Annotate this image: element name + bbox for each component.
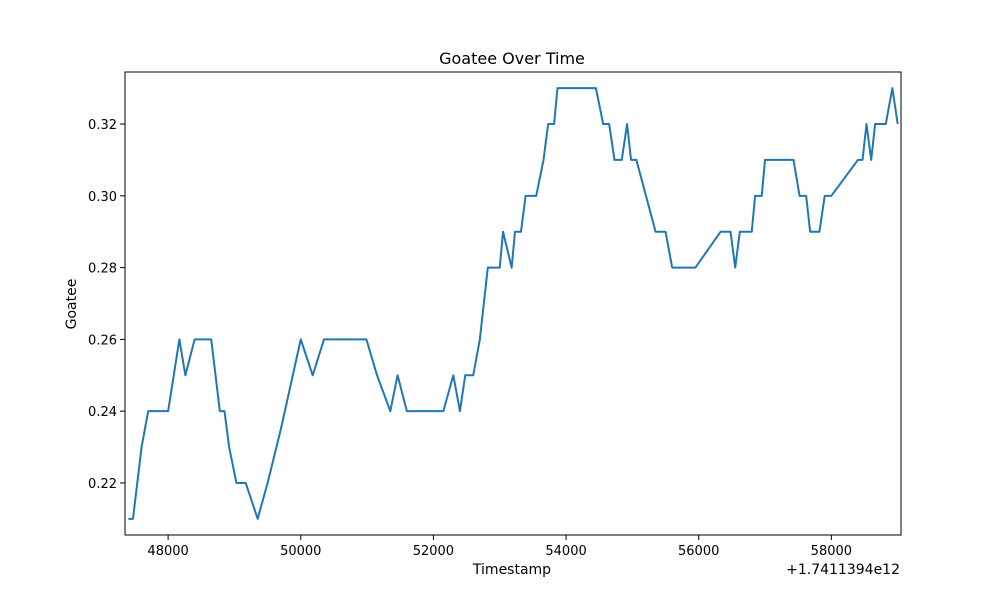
chart-title: Goatee Over Time: [439, 49, 585, 68]
x-axis-label: Timestamp: [472, 562, 551, 578]
series-group: [128, 87, 899, 520]
x-tick-label: 48000: [147, 544, 188, 559]
y-axis: 0.22 0.24 0.26 0.28 0.30 0.32: [88, 118, 125, 492]
y-tick-label: 0.24: [88, 405, 117, 420]
x-offset-label: +1.7411394e12: [786, 562, 900, 578]
y-tick-label: 0.26: [88, 333, 117, 348]
x-axis: 48000 50000 52000 54000 56000 58000: [147, 535, 852, 559]
y-tick-label: 0.32: [88, 118, 117, 133]
y-tick-label: 0.22: [88, 477, 117, 492]
y-tick-label: 0.28: [88, 262, 117, 277]
plot-area: 0.22 0.24 0.26 0.28 0.30 0.32 48000 50000 52000…: [88, 71, 902, 559]
series-line: [128, 87, 899, 520]
x-tick-label: 50000: [280, 544, 321, 559]
y-axis-label: Goatee: [64, 279, 80, 330]
plot-frame: [124, 71, 902, 536]
x-tick-label: 54000: [545, 544, 586, 559]
y-tick-label: 0.30: [88, 190, 117, 205]
x-tick-label: 56000: [678, 544, 719, 559]
x-tick-label: 52000: [413, 544, 454, 559]
x-tick-label: 58000: [811, 544, 852, 559]
